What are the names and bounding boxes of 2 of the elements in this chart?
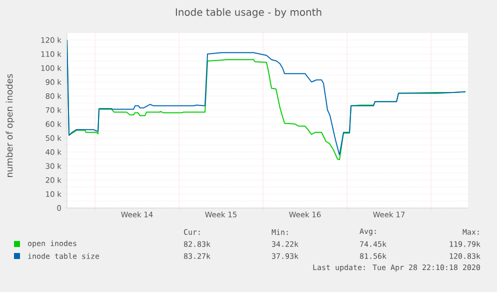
y-axis-title: number of open inodes	[6, 74, 14, 177]
chart-title: Inode table usage - by month	[176, 8, 322, 18]
